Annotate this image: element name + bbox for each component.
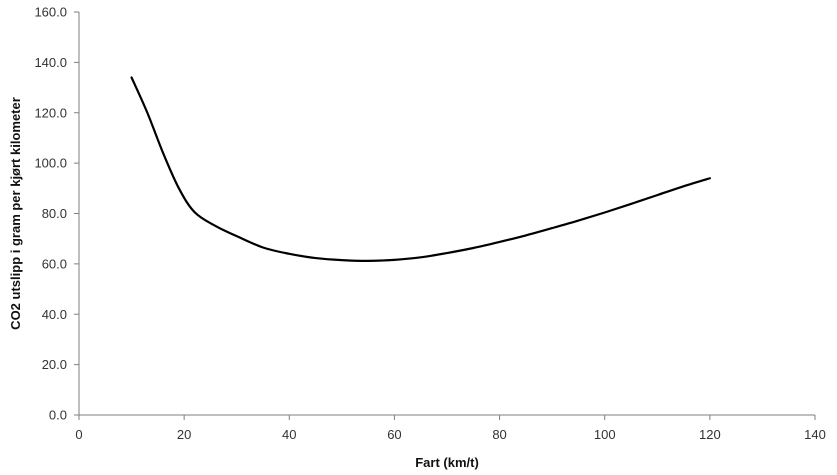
y-tick-label: 140.0 — [34, 55, 67, 70]
series-line — [130, 76, 711, 262]
x-tick-label: 80 — [492, 427, 506, 442]
x-tick-label: 20 — [177, 427, 191, 442]
y-tick-label: 100.0 — [34, 156, 67, 171]
x-tick-label: 40 — [282, 427, 296, 442]
x-tick-label: 120 — [699, 427, 721, 442]
y-tick-label: 80.0 — [42, 206, 67, 221]
x-tick-label: 0 — [75, 427, 82, 442]
x-tick-label: 60 — [387, 427, 401, 442]
x-axis-ticks: 0 20 40 60 80 100 120 140 — [75, 415, 826, 442]
x-axis-title: Fart (km/t) — [415, 455, 479, 470]
y-axis-ticks: 0.0 20.0 40.0 60.0 80.0 100.0 120.0 140.0 160.0 — [34, 5, 79, 423]
y-axis-title: CO2 utslipp i gram per kjørt kilometer — [8, 97, 23, 330]
y-tick-label: 0.0 — [49, 408, 67, 423]
y-tick-label: 120.0 — [34, 105, 67, 120]
axes — [78, 12, 815, 416]
y-tick-label: 160.0 — [34, 5, 67, 20]
x-tick-label: 100 — [594, 427, 616, 442]
y-tick-label: 20.0 — [42, 357, 67, 372]
series-layer — [130, 76, 711, 262]
y-tick-label: 40.0 — [42, 307, 67, 322]
y-tick-label: 60.0 — [42, 256, 67, 271]
x-tick-label: 140 — [804, 427, 826, 442]
